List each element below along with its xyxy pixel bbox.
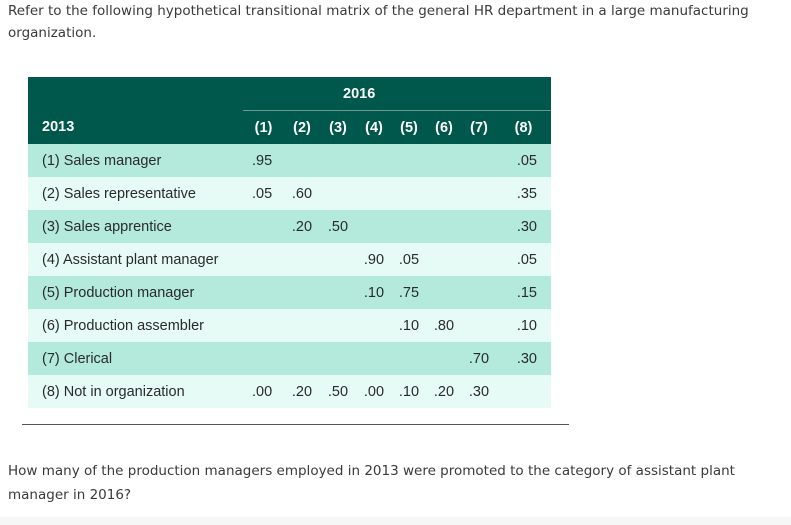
matrix-cell — [284, 309, 320, 342]
matrix-cell — [320, 243, 356, 276]
matrix-cell: .90 — [356, 243, 392, 276]
matrix-cell — [392, 144, 426, 177]
matrix-cell — [356, 309, 392, 342]
matrix-cell: .10 — [496, 309, 552, 342]
matrix-cell — [320, 342, 356, 375]
matrix-cell — [392, 210, 426, 243]
matrix-cell — [284, 342, 320, 375]
matrix-cell: .95 — [243, 144, 284, 177]
matrix-cell — [462, 243, 496, 276]
divider — [22, 424, 569, 425]
matrix-cell — [426, 276, 462, 309]
row-label: (3) Sales apprentice — [28, 210, 243, 243]
row-label: (2) Sales representative — [28, 177, 243, 210]
matrix-cell — [462, 210, 496, 243]
matrix-cell — [462, 276, 496, 309]
matrix-cell: .00 — [243, 375, 284, 408]
header-row-year: 2016 — [28, 77, 552, 111]
table-row: (6) Production assembler .10.80.10 — [28, 309, 552, 342]
matrix-cell — [496, 375, 552, 408]
matrix-cell: .05 — [392, 243, 426, 276]
year-2013-header: 2013 — [28, 110, 243, 144]
footer-strip — [0, 517, 791, 525]
matrix-cell: .20 — [284, 375, 320, 408]
matrix-cell — [426, 210, 462, 243]
matrix-cell: .15 — [496, 276, 552, 309]
row-label: (1) Sales manager — [28, 144, 243, 177]
matrix-cell — [462, 144, 496, 177]
matrix-cell: .75 — [392, 276, 426, 309]
matrix-cell — [243, 342, 284, 375]
column-header: (6) — [426, 110, 462, 144]
column-header: (3) — [320, 110, 356, 144]
matrix-cell — [320, 276, 356, 309]
matrix-cell: .05 — [496, 243, 552, 276]
matrix-cell — [426, 243, 462, 276]
header-row-columns: 2013 (1) (2) (3) (4) (5) (6) (7) (8) — [28, 110, 552, 144]
column-header: (4) — [356, 110, 392, 144]
matrix-cell — [320, 177, 356, 210]
matrix-cell: .50 — [320, 375, 356, 408]
table-row: (8) Not in organization .00.20.50.00.10.2… — [28, 375, 552, 408]
matrix-cell — [426, 342, 462, 375]
column-header: (2) — [284, 110, 320, 144]
matrix-cell: .70 — [462, 342, 496, 375]
matrix-cell — [284, 144, 320, 177]
table-row: (7) Clerical .70.30 — [28, 342, 552, 375]
matrix-cell: .35 — [496, 177, 552, 210]
matrix-cell — [426, 177, 462, 210]
row-label: (4) Assistant plant manager — [28, 243, 243, 276]
matrix-cell: .00 — [356, 375, 392, 408]
matrix-cell — [462, 309, 496, 342]
table-row: (2) Sales representative .05.60 .35 — [28, 177, 552, 210]
matrix-cell: .20 — [284, 210, 320, 243]
matrix-cell: .10 — [392, 309, 426, 342]
matrix-cell — [284, 276, 320, 309]
matrix-cell — [392, 342, 426, 375]
column-header: (7) — [462, 110, 496, 144]
matrix-cell — [356, 342, 392, 375]
matrix-cell — [426, 144, 462, 177]
matrix-cell — [356, 177, 392, 210]
matrix-cell — [320, 144, 356, 177]
row-label: (7) Clerical — [28, 342, 243, 375]
row-label: (6) Production assembler — [28, 309, 243, 342]
matrix-cell: .20 — [426, 375, 462, 408]
matrix-cell — [243, 309, 284, 342]
transition-matrix: 2016 2013 (1) (2) (3) (4) (5) (6) (7) (8… — [28, 77, 552, 408]
matrix-cell — [284, 243, 320, 276]
matrix-cell — [356, 210, 392, 243]
matrix-cell: .50 — [320, 210, 356, 243]
matrix-cell: .05 — [496, 144, 552, 177]
matrix-cell: .80 — [426, 309, 462, 342]
matrix-cell — [320, 309, 356, 342]
matrix-cell — [462, 177, 496, 210]
intro-text: Refer to the following hypothetical tran… — [8, 3, 749, 41]
column-header: (5) — [392, 110, 426, 144]
table-row: (4) Assistant plant manager .90.05.05 — [28, 243, 552, 276]
matrix-cell — [392, 177, 426, 210]
matrix-cell: .30 — [462, 375, 496, 408]
column-header: (8) — [496, 110, 552, 144]
matrix-cell — [356, 144, 392, 177]
matrix-cell: .60 — [284, 177, 320, 210]
row-label: (8) Not in organization — [28, 375, 243, 408]
column-header: (1) — [243, 110, 284, 144]
matrix-cell: .30 — [496, 210, 552, 243]
row-label: (5) Production manager — [28, 276, 243, 309]
table-row: (1) Sales manager .95 .05 — [28, 144, 552, 177]
year-2016-header: 2016 — [243, 77, 552, 111]
matrix-cell — [243, 276, 284, 309]
matrix-cell — [243, 243, 284, 276]
matrix-cell: .30 — [496, 342, 552, 375]
table-row: (3) Sales apprentice .20.50 .30 — [28, 210, 552, 243]
question-text: How many of the production managers empl… — [8, 463, 735, 503]
matrix-cell: .10 — [356, 276, 392, 309]
matrix-cell: .05 — [243, 177, 284, 210]
matrix-body: (1) Sales manager .95.05 (2) Sales represe… — [28, 144, 552, 408]
table-row: (5) Production manager .10.75 .15 — [28, 276, 552, 309]
matrix-cell: .10 — [392, 375, 426, 408]
matrix-cell — [243, 210, 284, 243]
